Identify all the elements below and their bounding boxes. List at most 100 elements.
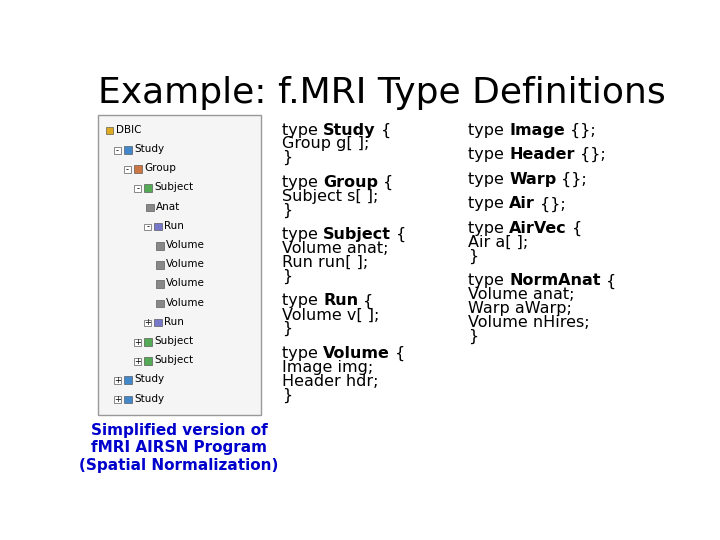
Text: NormAnat: NormAnat: [509, 273, 600, 288]
FancyBboxPatch shape: [134, 339, 141, 346]
Text: Run: Run: [164, 221, 184, 231]
Text: Image: Image: [509, 123, 565, 138]
Text: Group g[ ];: Group g[ ];: [282, 137, 369, 151]
FancyBboxPatch shape: [144, 224, 151, 231]
Text: {};: {};: [565, 123, 595, 138]
Text: +: +: [114, 395, 121, 404]
Text: {: {: [378, 175, 393, 190]
Text: -: -: [116, 146, 119, 154]
Text: Volume: Volume: [166, 298, 204, 308]
Text: type: type: [282, 123, 323, 138]
Text: Header: Header: [509, 147, 575, 162]
Text: Volume: Volume: [323, 346, 390, 361]
Text: AirVec: AirVec: [509, 221, 567, 236]
Text: Volume: Volume: [166, 240, 204, 250]
FancyBboxPatch shape: [154, 223, 162, 231]
Text: Volume v[ ];: Volume v[ ];: [282, 307, 379, 322]
FancyBboxPatch shape: [156, 261, 163, 269]
Text: Volume anat;: Volume anat;: [282, 241, 389, 256]
Text: Run run[ ];: Run run[ ];: [282, 255, 369, 270]
Text: }: }: [282, 150, 292, 165]
FancyBboxPatch shape: [134, 185, 141, 192]
Text: }: }: [282, 269, 292, 284]
Text: type: type: [468, 273, 509, 288]
Text: Group: Group: [144, 163, 176, 173]
Text: Volume: Volume: [166, 279, 204, 288]
FancyBboxPatch shape: [156, 280, 163, 288]
Text: Simplified version of
fMRI AIRSN Program
(Spatial Normalization): Simplified version of fMRI AIRSN Program…: [79, 423, 279, 472]
Text: {: {: [567, 221, 582, 237]
FancyBboxPatch shape: [106, 127, 113, 134]
Text: Subject: Subject: [154, 336, 194, 346]
Text: Volume: Volume: [166, 259, 204, 269]
FancyBboxPatch shape: [156, 242, 163, 249]
Text: type: type: [468, 197, 509, 212]
Text: {};: {};: [575, 147, 606, 163]
Text: type: type: [468, 147, 509, 162]
Text: Warp: Warp: [509, 172, 557, 187]
Text: Study: Study: [323, 123, 376, 138]
Text: Subject s[ ];: Subject s[ ];: [282, 189, 379, 204]
FancyBboxPatch shape: [144, 338, 152, 346]
Text: type: type: [282, 175, 323, 190]
Text: type: type: [468, 123, 509, 138]
Text: type: type: [282, 227, 323, 242]
Text: {};: {};: [535, 197, 566, 212]
FancyBboxPatch shape: [134, 358, 141, 365]
Text: DBIC: DBIC: [116, 125, 141, 135]
Text: +: +: [134, 357, 141, 366]
Text: }: }: [468, 329, 478, 344]
FancyBboxPatch shape: [154, 319, 162, 327]
Text: }: }: [282, 387, 292, 403]
FancyBboxPatch shape: [98, 115, 261, 415]
Text: Volume nHires;: Volume nHires;: [468, 315, 590, 330]
Text: Study: Study: [134, 144, 164, 154]
Text: Group: Group: [323, 175, 378, 190]
FancyBboxPatch shape: [124, 376, 132, 384]
Text: -: -: [136, 184, 139, 193]
Text: -: -: [126, 165, 129, 174]
Text: {: {: [376, 123, 391, 138]
FancyBboxPatch shape: [114, 396, 121, 403]
FancyBboxPatch shape: [124, 395, 132, 403]
FancyBboxPatch shape: [134, 165, 142, 173]
Text: Subject: Subject: [154, 355, 194, 365]
Text: {: {: [390, 346, 405, 361]
Text: {: {: [600, 273, 616, 289]
FancyBboxPatch shape: [124, 166, 131, 173]
Text: Study: Study: [134, 394, 164, 403]
Text: type: type: [282, 294, 323, 308]
Text: }: }: [468, 249, 478, 264]
Text: Header hdr;: Header hdr;: [282, 374, 379, 389]
Text: Example: f.MRI Type Definitions: Example: f.MRI Type Definitions: [98, 76, 665, 110]
Text: Warp aWarp;: Warp aWarp;: [468, 301, 572, 316]
Text: {: {: [359, 294, 374, 309]
Text: }: }: [282, 321, 292, 336]
FancyBboxPatch shape: [144, 184, 152, 192]
Text: type: type: [282, 346, 323, 361]
Text: }: }: [282, 202, 292, 218]
FancyBboxPatch shape: [145, 204, 153, 211]
Text: type: type: [468, 172, 509, 187]
Text: {};: {};: [557, 172, 588, 187]
Text: {: {: [391, 227, 407, 242]
Text: Subject: Subject: [154, 183, 194, 192]
Text: +: +: [134, 338, 141, 347]
Text: +: +: [114, 376, 121, 385]
FancyBboxPatch shape: [114, 147, 121, 154]
FancyBboxPatch shape: [144, 320, 151, 327]
FancyBboxPatch shape: [144, 357, 152, 365]
Text: Study: Study: [134, 374, 164, 384]
Text: Run: Run: [164, 317, 184, 327]
Text: Image img;: Image img;: [282, 360, 374, 375]
Text: Run: Run: [323, 294, 359, 308]
Text: Subject: Subject: [323, 227, 391, 242]
Text: type: type: [468, 221, 509, 236]
Text: Volume anat;: Volume anat;: [468, 287, 575, 302]
Text: Air a[ ];: Air a[ ];: [468, 235, 528, 250]
Text: -: -: [146, 222, 149, 232]
Text: Air: Air: [509, 197, 535, 212]
Text: Anat: Anat: [156, 201, 180, 212]
FancyBboxPatch shape: [156, 300, 163, 307]
FancyBboxPatch shape: [114, 377, 121, 384]
